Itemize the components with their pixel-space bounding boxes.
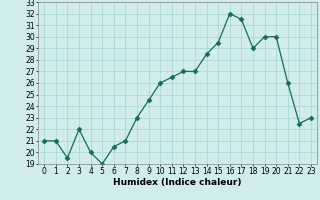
- X-axis label: Humidex (Indice chaleur): Humidex (Indice chaleur): [113, 178, 242, 187]
